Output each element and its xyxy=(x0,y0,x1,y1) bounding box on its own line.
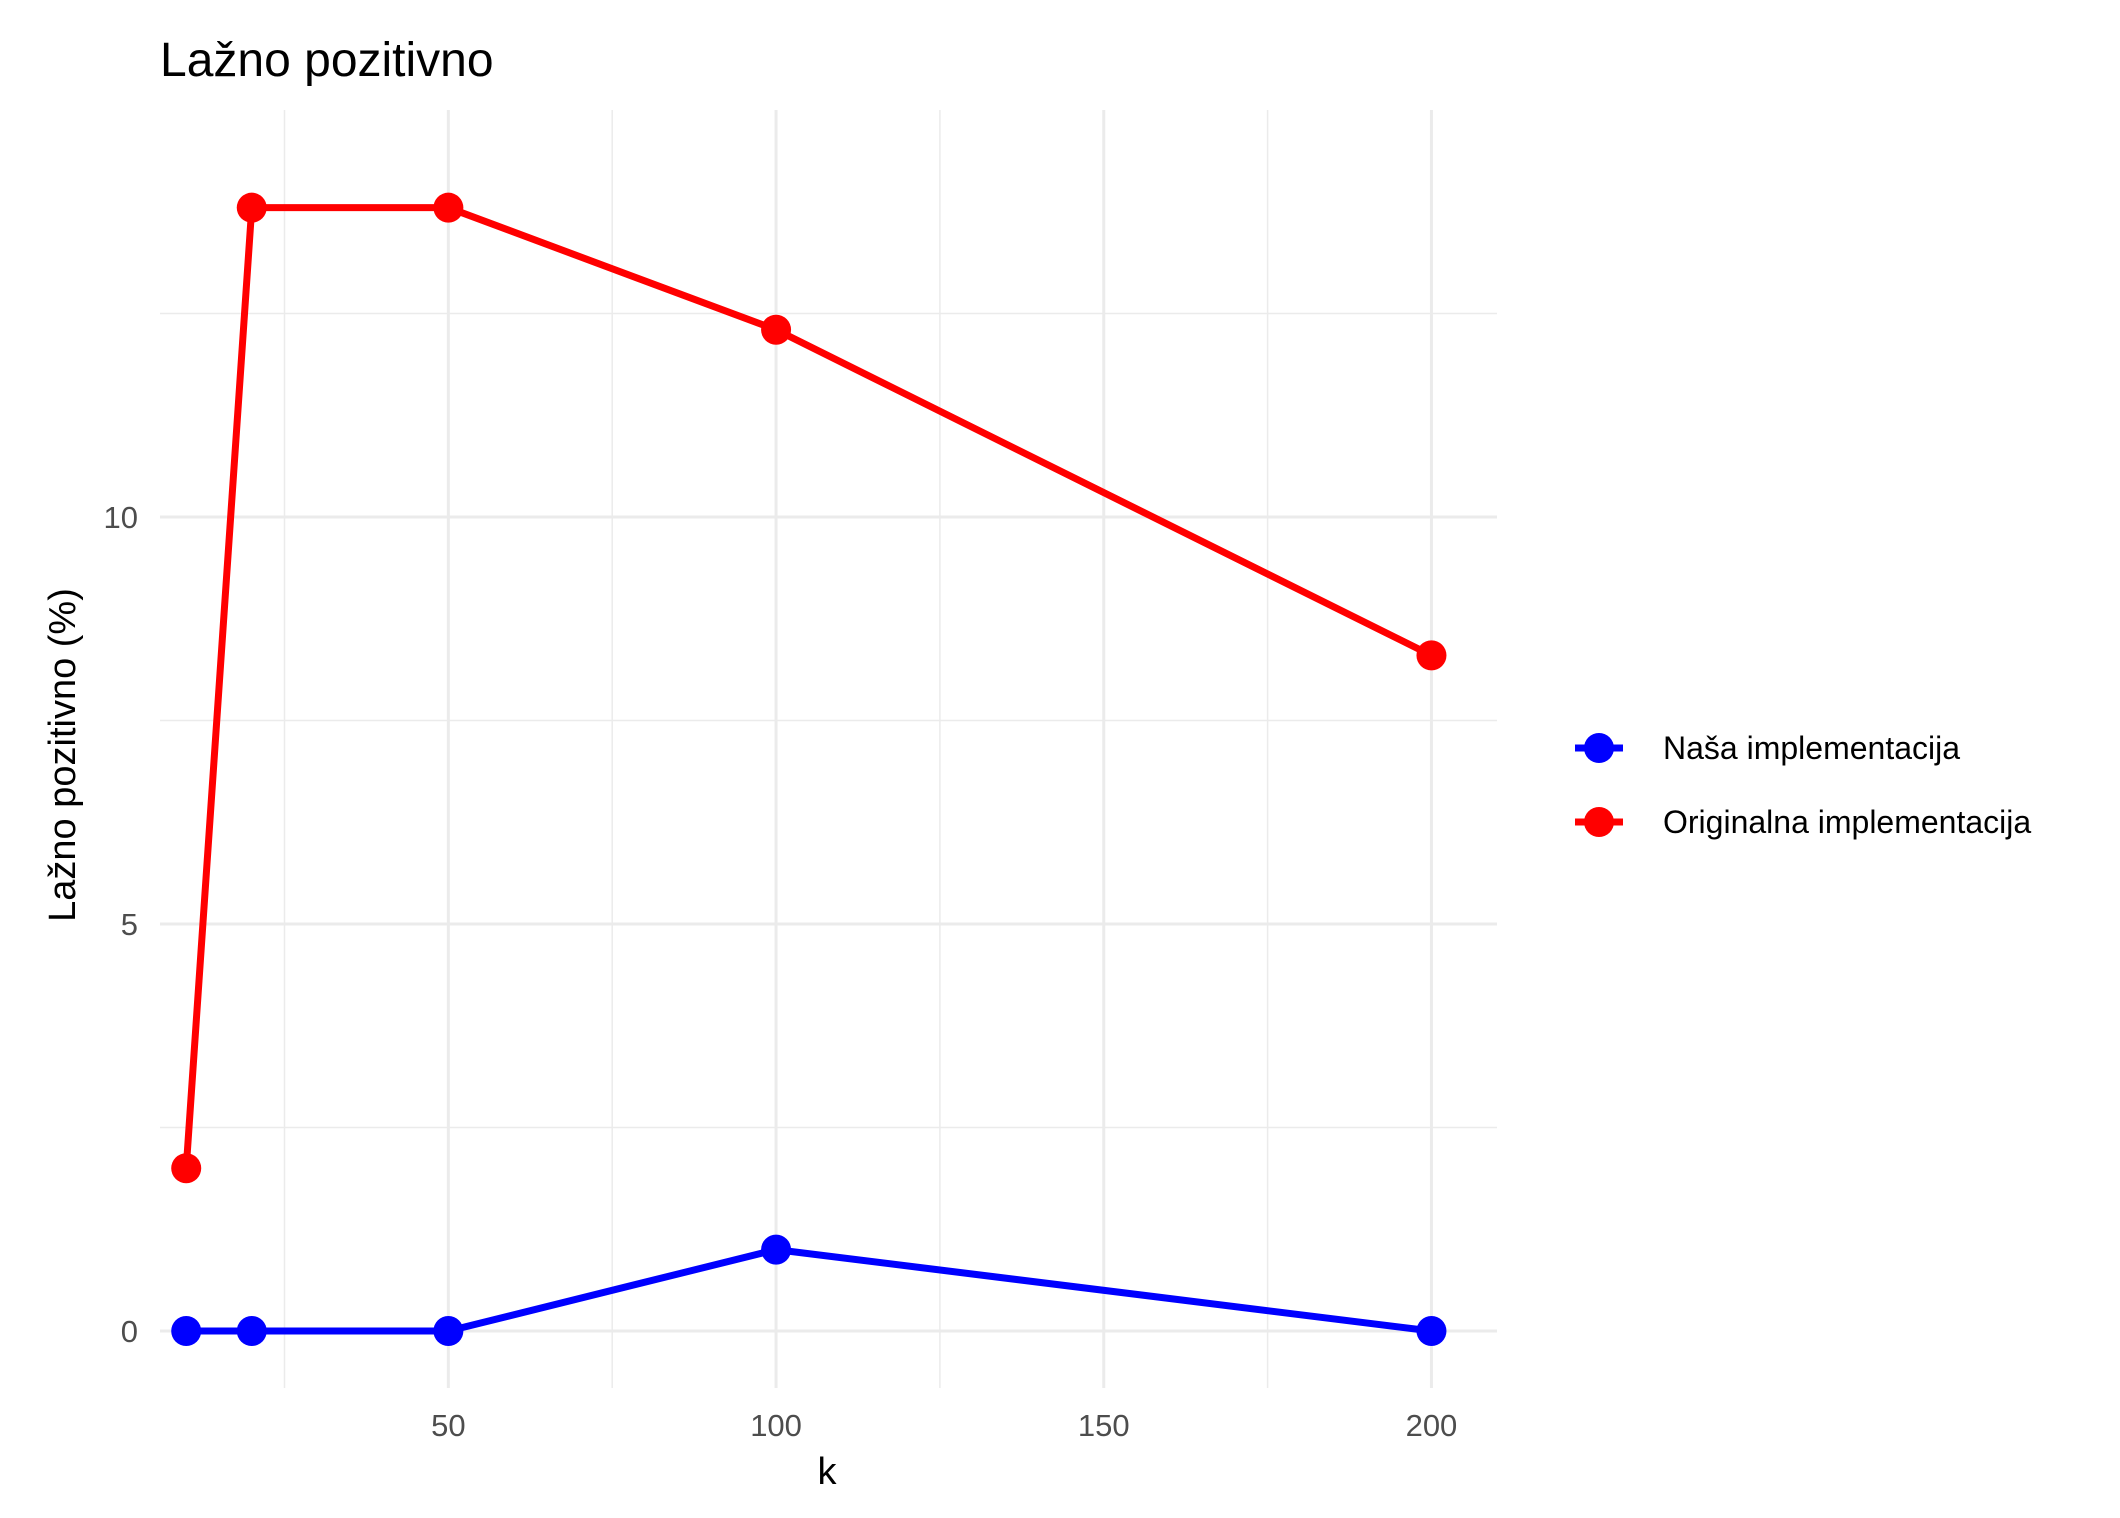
gridlines xyxy=(160,110,1497,1388)
legend-key-marker xyxy=(1584,733,1614,763)
series-line xyxy=(182,204,1434,1169)
x-axis-ticks: 50 100 150 200 xyxy=(431,1408,1457,1443)
data-point xyxy=(171,1316,202,1347)
y-tick-label: 0 xyxy=(121,1314,138,1349)
data-point xyxy=(761,1234,792,1265)
y-axis-title: Lažno pozitivno (%) xyxy=(42,588,84,922)
data-point xyxy=(761,314,792,345)
legend: Naša implementacija Originalna implementa… xyxy=(1575,730,2031,840)
data-point xyxy=(1416,640,1447,671)
x-tick-label: 200 xyxy=(1406,1408,1458,1443)
x-axis-title: k xyxy=(818,1451,838,1493)
series-1 xyxy=(171,1234,1447,1347)
legend-item: Naša implementacija xyxy=(1575,730,1960,766)
series-layer xyxy=(171,192,1447,1347)
legend-label: Naša implementacija xyxy=(1663,730,1960,766)
y-tick-label: 5 xyxy=(121,907,138,942)
data-point xyxy=(236,1316,267,1347)
data-point xyxy=(236,192,267,223)
series-2 xyxy=(171,192,1447,1184)
y-tick-label: 10 xyxy=(104,500,138,535)
legend-key-marker xyxy=(1584,807,1614,837)
data-point xyxy=(433,192,464,223)
data-point xyxy=(1416,1316,1447,1347)
legend-label: Originalna implementacija xyxy=(1663,804,2031,840)
x-tick-label: 100 xyxy=(750,1408,802,1443)
data-point xyxy=(433,1316,464,1347)
x-tick-label: 150 xyxy=(1078,1408,1130,1443)
y-axis-ticks: 0 5 10 xyxy=(104,500,138,1349)
chart-title: Lažno pozitivno xyxy=(160,34,494,87)
x-tick-label: 50 xyxy=(431,1408,465,1443)
data-point xyxy=(171,1153,202,1184)
series-line xyxy=(186,1246,1432,1335)
legend-item: Originalna implementacija xyxy=(1575,804,2031,840)
